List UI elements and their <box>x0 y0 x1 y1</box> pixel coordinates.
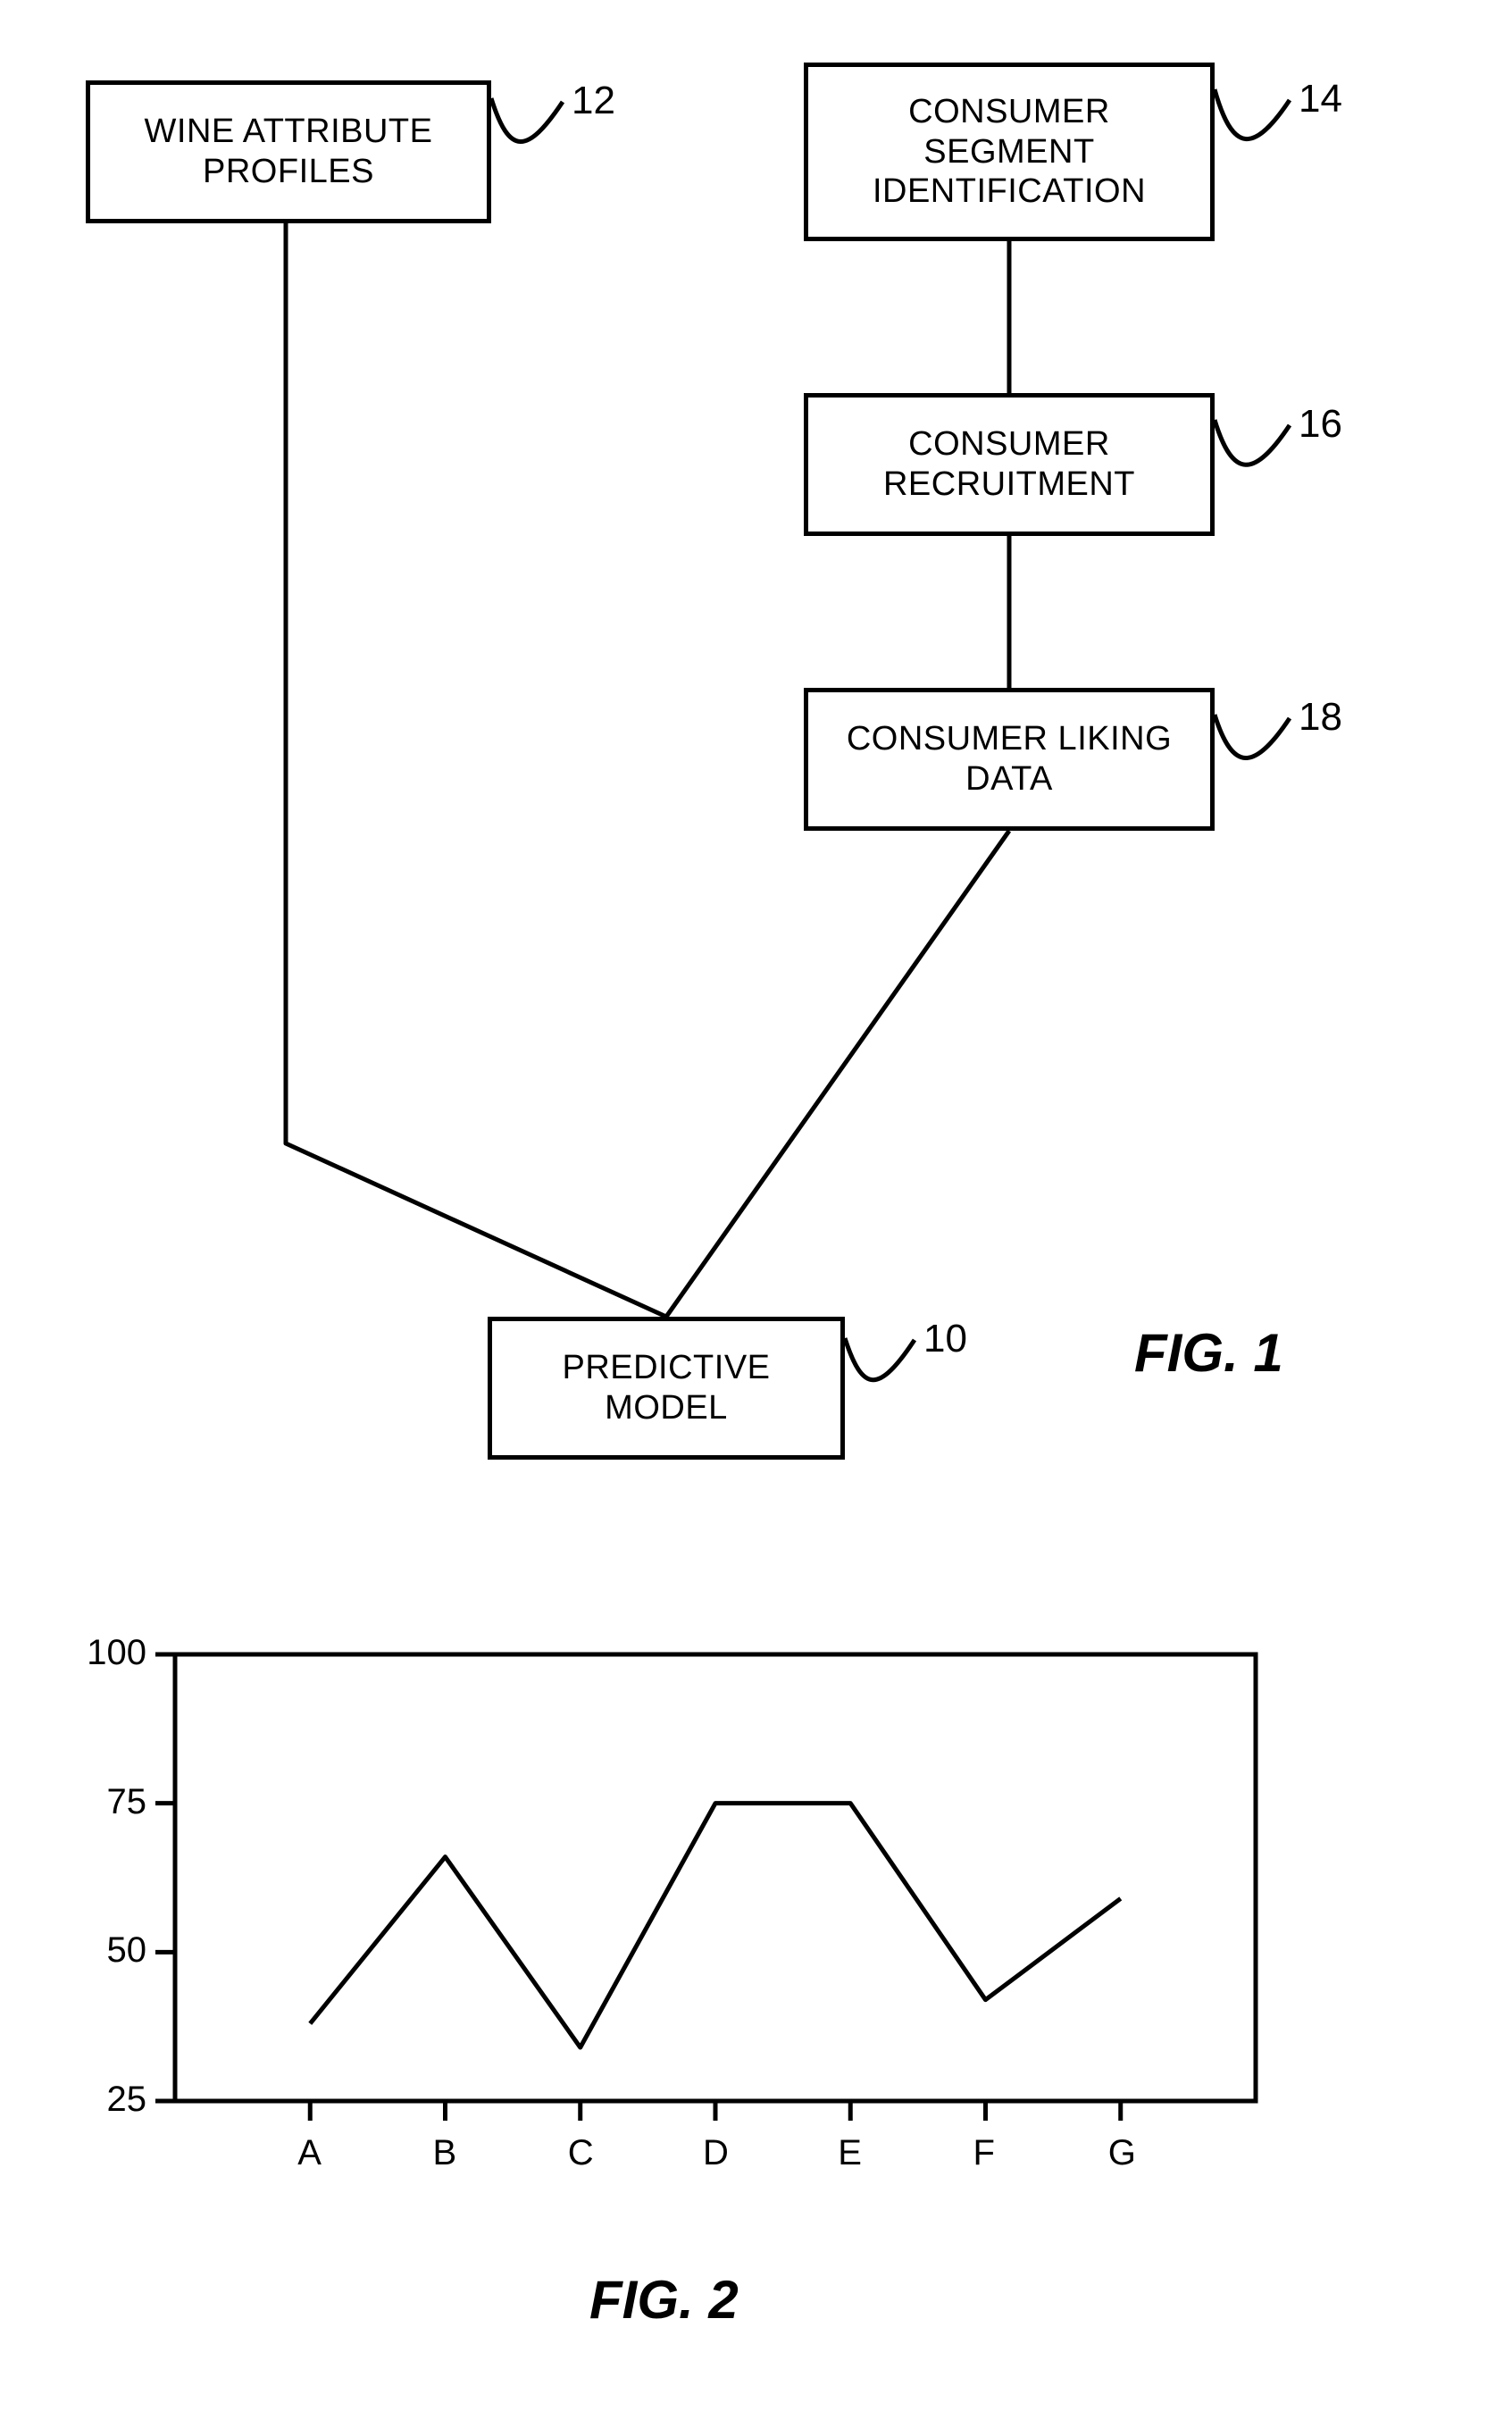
fig1-label: FIG. 1 <box>1134 1322 1283 1384</box>
box-label: CONSUMER SEGMENT IDENTIFICATION <box>873 92 1146 212</box>
xtick-label: F <box>973 2133 995 2173</box>
xtick-label: D <box>703 2133 729 2173</box>
canvas: WINE ATTRIBUTE PROFILES CONSUMER SEGMENT… <box>0 0 1512 2436</box>
xtick-label: B <box>433 2133 457 2173</box>
ytick-label: 100 <box>75 1633 146 1673</box>
ytick-label: 25 <box>75 2080 146 2120</box>
ytick-label: 50 <box>75 1930 146 1971</box>
box-label: PREDICTIVE MODEL <box>562 1348 770 1428</box>
ref-12: 12 <box>572 79 615 123</box>
line-layer <box>0 0 1512 2436</box>
box-label: CONSUMER LIKING DATA <box>847 719 1172 799</box>
xtick-label: A <box>297 2133 322 2173</box>
box-consumer-segment-identification: CONSUMER SEGMENT IDENTIFICATION <box>804 63 1215 241</box>
box-label: CONSUMER RECRUITMENT <box>883 424 1135 505</box>
xtick-label: C <box>568 2133 594 2173</box>
ref-18: 18 <box>1299 695 1342 740</box>
ref-16: 16 <box>1299 402 1342 447</box>
box-consumer-liking-data: CONSUMER LIKING DATA <box>804 688 1215 831</box>
ref-14: 14 <box>1299 77 1342 121</box>
box-consumer-recruitment: CONSUMER RECRUITMENT <box>804 393 1215 536</box>
ref-10: 10 <box>923 1317 967 1361</box>
xtick-label: E <box>838 2133 862 2173</box>
box-label: WINE ATTRIBUTE PROFILES <box>145 112 433 192</box>
box-wine-attribute-profiles: WINE ATTRIBUTE PROFILES <box>86 80 491 223</box>
ytick-label: 75 <box>75 1782 146 1822</box>
xtick-label: G <box>1108 2133 1136 2173</box>
box-predictive-model: PREDICTIVE MODEL <box>488 1317 845 1460</box>
fig2-label: FIG. 2 <box>589 2269 739 2331</box>
